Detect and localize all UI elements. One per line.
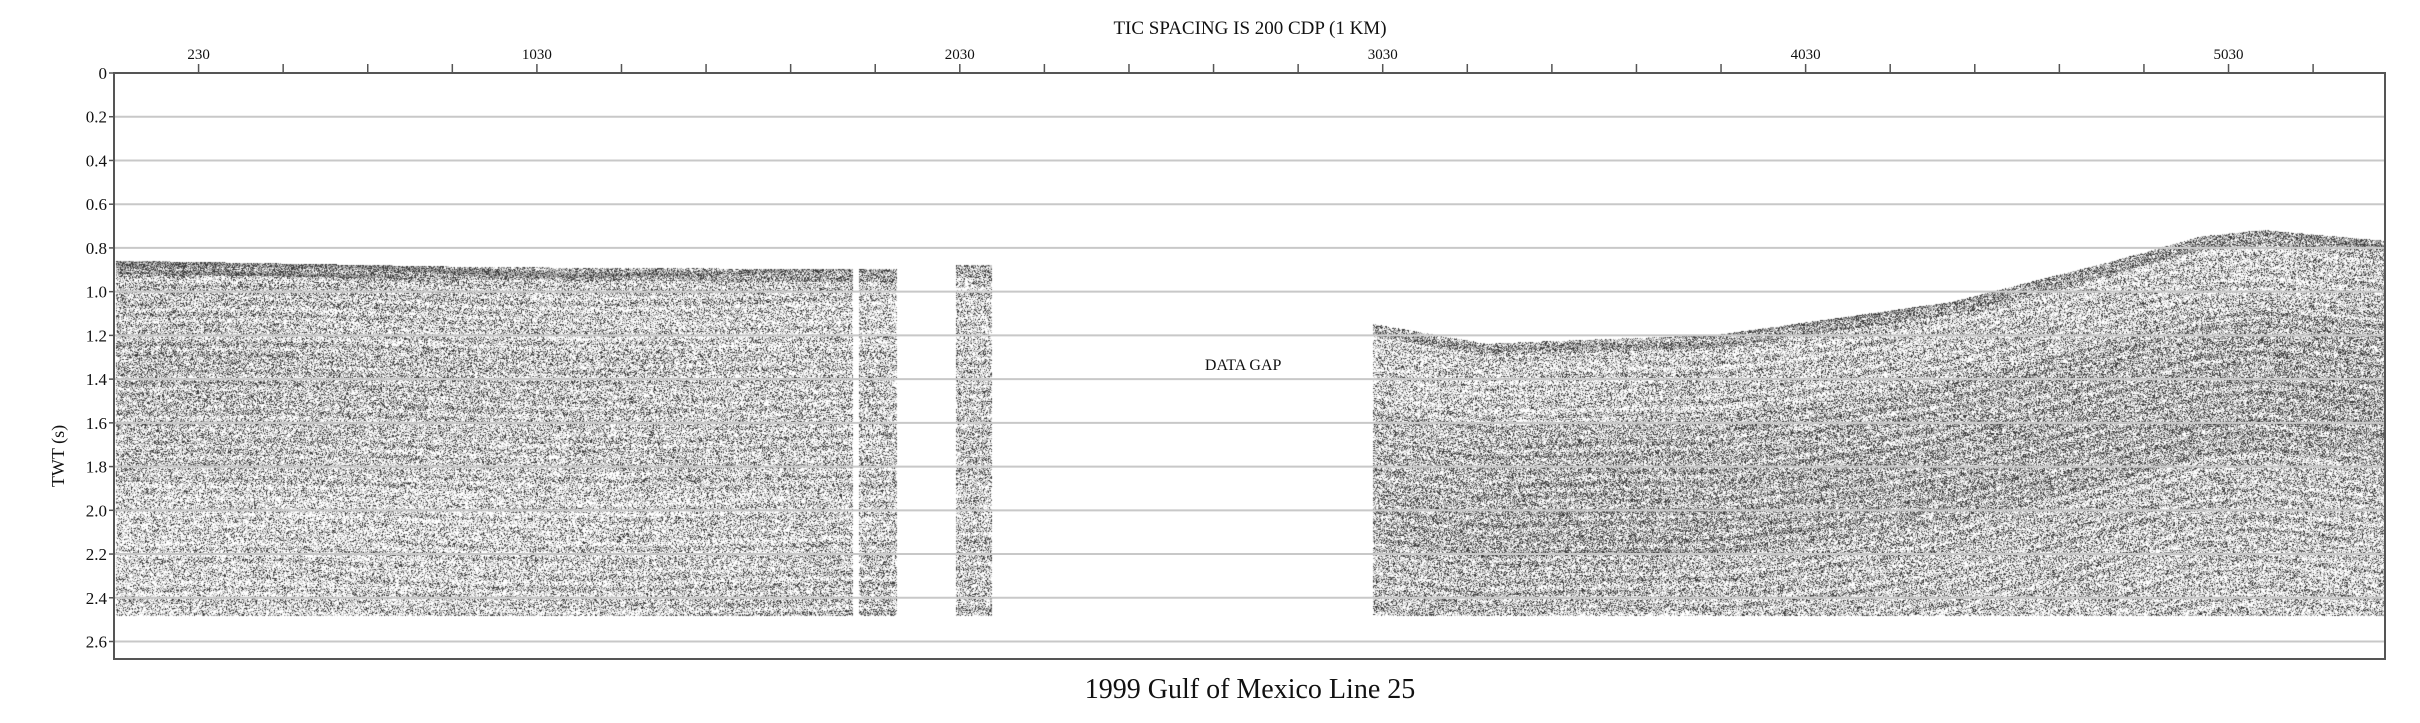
y-tick-label: 0.8 [86, 239, 107, 258]
x-tick-label: 2030 [945, 47, 975, 63]
y-tick-label: 1.4 [86, 370, 108, 389]
y-tick-label: 0.6 [86, 195, 107, 214]
y-tick-label: 1.2 [86, 326, 107, 345]
y-tick-label: 1.8 [86, 458, 107, 477]
x-axis: 230 1030 2030 3030 4030 5030 [187, 47, 2314, 73]
y-tick-label: 0.4 [86, 151, 108, 170]
y-tick-label: 1.6 [86, 414, 107, 433]
plot-frame [113, 72, 2386, 660]
x-tick-label: 230 [187, 47, 210, 63]
y-tick-label: 2.6 [86, 633, 107, 652]
x-tick-label: 4030 [1791, 47, 1821, 63]
y-tick-label: 2.4 [86, 589, 108, 608]
seismic-section-image [114, 73, 2385, 659]
data-gap-annotation: DATA GAP [1205, 357, 1282, 374]
y-tick-label: 1.0 [86, 283, 107, 302]
x-tick-label: 1030 [522, 47, 552, 63]
x-tick-label: 3030 [1368, 47, 1398, 63]
y-axis-label: TWT (s) [48, 425, 69, 487]
x-tick-label: 5030 [2214, 47, 2244, 63]
tick-spacing-label: TIC SPACING IS 200 CDP (1 KM) [1113, 18, 1386, 39]
y-axis: 0 0.2 0.4 0.6 0.8 1.0 1.2 1.4 1.6 1.8 2.0 2.2 2.4 2.6 [86, 64, 114, 652]
gridlines [114, 115, 2385, 643]
y-tick-label: 2.2 [86, 545, 107, 564]
y-tick-label: 2.0 [86, 501, 107, 520]
y-tick-label: 0.2 [86, 108, 107, 127]
chart-title: 1999 Gulf of Mexico Line 25 [1085, 674, 1416, 705]
y-tick-label: 0 [99, 64, 108, 83]
